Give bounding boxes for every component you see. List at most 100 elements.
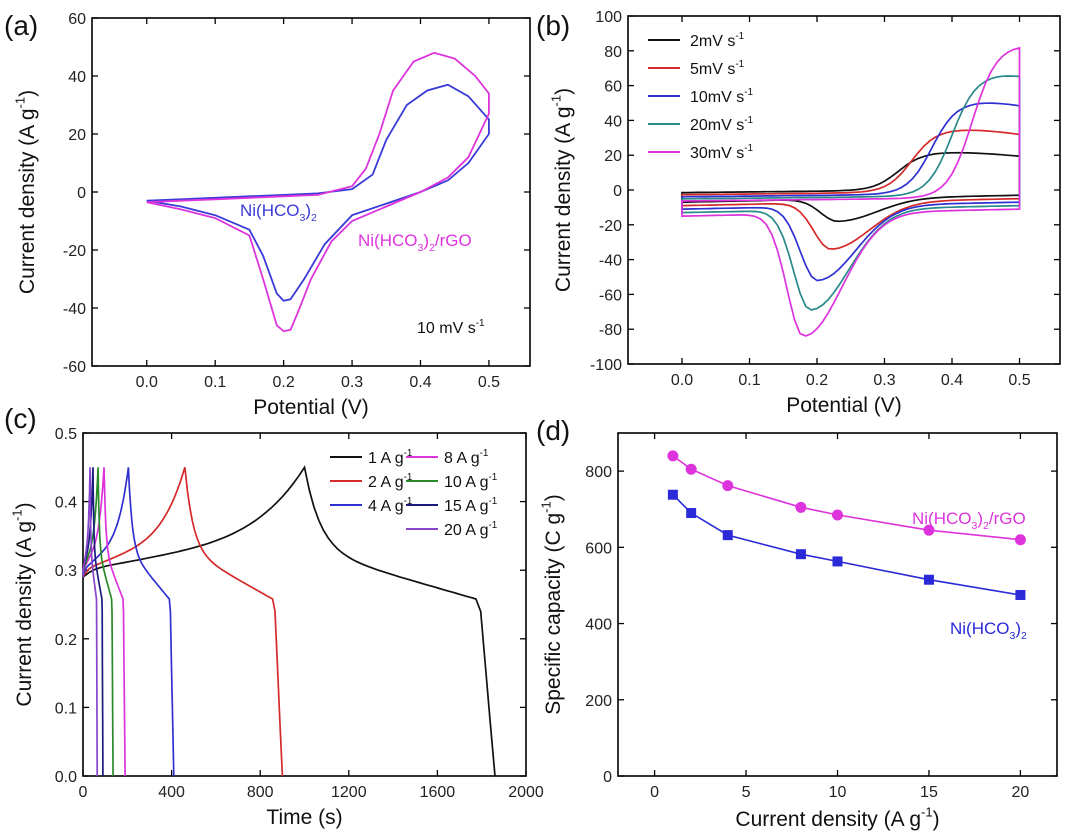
- legend-label: 10mV s-1: [690, 87, 754, 106]
- data-point: [923, 574, 934, 585]
- y-axis-label: Current density (A g-1): [10, 502, 36, 706]
- y-tick-label: 0: [77, 185, 86, 202]
- panel-label: (c): [4, 403, 37, 434]
- x-tick-label: 2000: [508, 784, 544, 801]
- data-point: [722, 530, 733, 541]
- x-axis-label: Time (s): [266, 806, 342, 829]
- y-tick-label: -60: [63, 359, 86, 376]
- legend-label: 4 A g-1: [368, 496, 413, 515]
- data-point: [832, 509, 843, 521]
- y-tick-label: 40: [68, 69, 86, 86]
- x-tick-label: 0.4: [409, 374, 431, 391]
- gcd-curve: [82, 467, 104, 777]
- y-tick-label: -60: [599, 287, 622, 304]
- x-tick-label: 5: [742, 784, 751, 801]
- x-tick-label: 0.3: [873, 372, 895, 389]
- x-tick-label: 0: [79, 784, 88, 801]
- x-tick-label: 10: [829, 784, 847, 801]
- y-tick-label: 0: [613, 183, 622, 200]
- x-tick-label: 0.1: [738, 372, 760, 389]
- y-tick-label: 0.0: [55, 769, 77, 786]
- x-tick-label: 0.0: [671, 372, 693, 389]
- panel-label: (d): [536, 415, 570, 446]
- y-tick-label: -40: [599, 253, 622, 270]
- series-label: Ni(HCO3)2: [950, 619, 1027, 642]
- y-tick-label: 400: [585, 617, 612, 634]
- y-tick-label: 0: [603, 769, 612, 786]
- y-tick-label: -20: [599, 218, 622, 235]
- legend-label: 2 A g-1: [368, 472, 413, 491]
- y-tick-label: -80: [599, 322, 622, 339]
- x-tick-label: 0.3: [341, 374, 363, 391]
- cv-curve: [681, 46, 1021, 337]
- y-axis-label: Current density (A g-1): [13, 90, 39, 294]
- gcd-curve: [82, 467, 114, 777]
- data-point: [685, 463, 697, 475]
- y-tick-label: 0.1: [55, 700, 77, 717]
- panel-label: (a): [4, 10, 38, 41]
- y-tick-label: 60: [68, 11, 86, 28]
- x-tick-label: 0.2: [273, 374, 295, 391]
- x-tick-label: 1600: [420, 784, 456, 801]
- gcd-curve: [82, 467, 284, 777]
- y-tick-label: 0.3: [55, 563, 77, 580]
- y-tick-label: 100: [595, 9, 622, 26]
- y-tick-label: 0.2: [55, 632, 77, 649]
- data-point: [1015, 589, 1026, 600]
- x-tick-label: 0.4: [941, 372, 963, 389]
- cv-curve: [146, 83, 490, 302]
- y-tick-label: 80: [604, 44, 622, 61]
- x-tick-label: 0.0: [136, 374, 158, 391]
- panel-label: (b): [536, 10, 570, 41]
- y-tick-label: -40: [63, 301, 86, 318]
- data-point: [667, 489, 678, 500]
- y-tick-label: 20: [68, 127, 86, 144]
- y-tick-label: 0.4: [55, 495, 77, 512]
- gcd-curve: [82, 467, 126, 777]
- y-tick-label: 800: [585, 464, 612, 481]
- plot-frame: [617, 432, 1058, 777]
- data-point: [686, 508, 697, 519]
- legend-label: 20mV s-1: [690, 115, 754, 134]
- plot-frame: [91, 17, 531, 367]
- plot-frame: [82, 432, 527, 777]
- x-axis-label: Potential (V): [253, 396, 369, 419]
- gcd-curve: [82, 465, 496, 777]
- x-tick-label: 0.5: [478, 374, 500, 391]
- legend-label: 30mV s-1: [690, 143, 754, 162]
- y-tick-label: -20: [63, 243, 86, 260]
- y-tick-label: 40: [604, 113, 622, 130]
- y-tick-label: 600: [585, 540, 612, 557]
- panel-c: (c) 0 400 800 1200 1600 2000 0.0 0.1 0.2 0.3 0.4 0.5…: [4, 403, 544, 829]
- data-point: [722, 480, 734, 492]
- x-axis-label: Potential (V): [786, 394, 902, 417]
- data-point: [795, 501, 807, 513]
- y-tick-label: 200: [585, 693, 612, 710]
- panel-b: (b) 0.0 0.1 0.2 0.3 0.4 0.5 -100 -80 -60 -40 -20 0 20…: [536, 9, 1061, 417]
- series-label: Ni(HCO3)2: [240, 201, 317, 224]
- x-tick-label: 800: [247, 784, 274, 801]
- x-tick-label: 20: [1012, 784, 1030, 801]
- y-tick-label: -100: [590, 357, 622, 374]
- y-tick-label: 60: [604, 79, 622, 96]
- legend-label: 2mV s-1: [690, 31, 745, 50]
- gcd-curve: [82, 467, 175, 777]
- x-tick-label: 0.5: [1008, 372, 1030, 389]
- legend-label: 8 A g-1: [444, 448, 489, 467]
- y-axis-label: Current density (A g-1): [549, 88, 575, 292]
- legend-label: 1 A g-1: [368, 448, 413, 467]
- data-point: [795, 549, 806, 560]
- x-tick-label: 15: [920, 784, 938, 801]
- gcd-curve: [82, 467, 99, 777]
- cv-curve: [146, 51, 490, 333]
- data-point: [1014, 534, 1026, 546]
- x-tick-label: 1200: [331, 784, 367, 801]
- y-tick-label: 20: [604, 148, 622, 165]
- y-tick-label: 0.5: [55, 426, 77, 443]
- legend-label: 5mV s-1: [690, 59, 745, 78]
- x-tick-label: 0.2: [806, 372, 828, 389]
- data-point: [832, 556, 843, 567]
- x-tick-label: 0: [650, 784, 659, 801]
- scan-rate-annotation: 10 mV s-1: [417, 318, 485, 337]
